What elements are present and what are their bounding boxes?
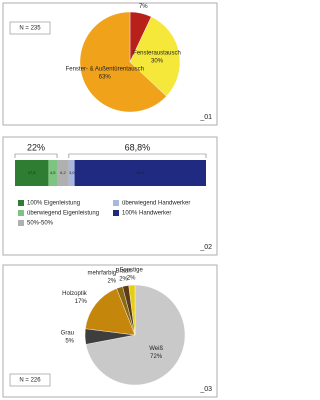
legend-label: überwiegend Handwerker — [122, 201, 190, 207]
slice-value: 17% — [75, 299, 88, 305]
bar-segment — [15, 160, 49, 186]
group-bracket — [68, 153, 207, 158]
slice-label: Grau — [61, 330, 74, 336]
panel-frame — [2, 2, 218, 126]
slice-label: Holzoptik — [62, 291, 88, 297]
slice-value: 7% — [139, 4, 148, 10]
segment-label: 3,0 — [69, 170, 75, 175]
slice-label: Weiß — [149, 346, 163, 352]
bar-segment — [48, 160, 58, 186]
bar-segment — [68, 160, 75, 186]
legend-swatch — [113, 210, 119, 216]
panel-frame — [2, 136, 218, 256]
slice-label: Fenster- & Außentürentausch — [66, 66, 144, 72]
pie-slice — [129, 16, 181, 97]
annotation: N = 226 — [19, 378, 41, 384]
legend-swatch — [18, 200, 24, 206]
slice-label: mehrfarbig — [87, 271, 116, 277]
slice-value: 2% — [107, 279, 116, 285]
annotation-box — [9, 21, 51, 35]
annotation-box — [9, 373, 51, 387]
segment-label: 4,5 — [50, 170, 56, 175]
pie-slice — [128, 284, 136, 336]
bar-segment — [57, 160, 69, 186]
slice-value: 5% — [65, 338, 74, 344]
legend-label: überwiegend Eigenleistung — [27, 211, 99, 217]
legend-swatch — [113, 200, 119, 206]
legend-label: 50%-50% — [27, 221, 54, 227]
pie-slice — [85, 288, 136, 336]
bar-segment — [74, 160, 206, 186]
panel-label: _03 — [199, 386, 212, 393]
legend-label: 100% Handwerker — [122, 211, 171, 217]
panel-label: _01 — [199, 114, 212, 121]
group-label: 68,8% — [125, 142, 151, 152]
segment-label: 17,5 — [28, 170, 37, 175]
panel-label: _02 — [199, 244, 212, 251]
group-bracket — [14, 153, 58, 158]
pie-slice — [79, 11, 167, 113]
slice-label: Braun — [116, 269, 132, 275]
legend-label: 100% Eigenleistung — [27, 201, 80, 207]
legend-swatch — [18, 210, 24, 216]
legend-swatch — [18, 220, 24, 226]
segment-label: 68,8 — [136, 170, 145, 175]
group-label: 22% — [27, 142, 45, 152]
slice-value: 2% — [119, 277, 128, 283]
slice-label: Fensteraustausch — [133, 50, 181, 56]
slice-value: 72% — [150, 354, 163, 360]
slice-value: 30% — [151, 58, 164, 64]
slice-value: 63% — [99, 74, 112, 80]
slice-value: 2% — [127, 276, 136, 282]
slice-label: Sonstige — [119, 268, 143, 274]
annotation: N = 235 — [19, 26, 41, 32]
panel-frame — [2, 264, 218, 398]
segment-label: 6,2 — [60, 170, 66, 175]
pie-slice — [85, 284, 186, 386]
figure: Außentürentausch 7% Fensteraustausch 30% Fen… — [2, 0, 218, 398]
slice-label: Außentürentausch — [119, 0, 168, 2]
